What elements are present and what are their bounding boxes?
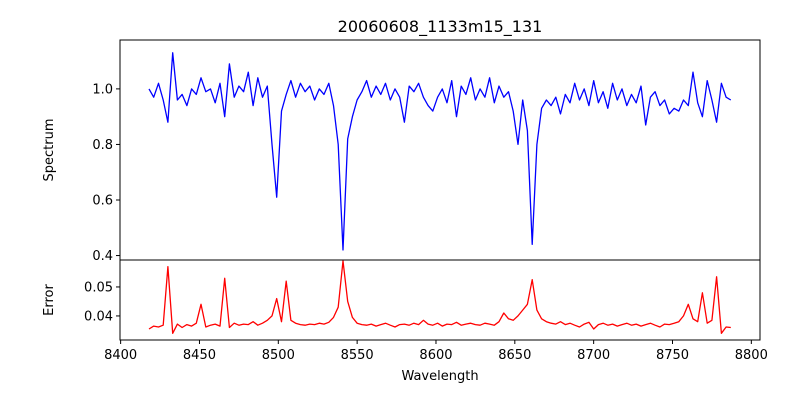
- y-tick-label: 1.0: [92, 82, 113, 97]
- axes-frame: [119, 259, 761, 341]
- spectrum-line: [148, 52, 732, 251]
- x-axis-label: Wavelength: [401, 369, 478, 384]
- bottom-y-axis-label: Error: [42, 284, 57, 316]
- y-tick-label: 0.6: [92, 194, 113, 209]
- y-tick-label: 0.05: [84, 280, 113, 295]
- chart-title: 20060608_1133m15_131: [338, 17, 543, 37]
- x-tick-label: 8800: [735, 348, 768, 363]
- axes-frame: [119, 39, 761, 261]
- error-axes: 0.04 0.05 8400 8450 8500 8550 8600 8650 8700 8750…: [84, 259, 768, 363]
- x-tick-label: 8450: [183, 348, 216, 363]
- x-tick-label: 8750: [656, 348, 689, 363]
- y-tick-label: 0.4: [92, 249, 113, 264]
- x-tick-label: 8700: [577, 348, 610, 363]
- spectrum-axes: 0.4 0.6 0.8 1.0: [92, 39, 761, 264]
- x-tick-label: 8400: [104, 348, 137, 363]
- y-tick-label: 0.04: [84, 309, 113, 324]
- x-tick-label: 8600: [419, 348, 452, 363]
- y-tick-label: 0.8: [92, 138, 113, 153]
- x-tick-label: 8650: [498, 348, 531, 363]
- x-tick-label: 8550: [341, 348, 374, 363]
- error-line: [148, 260, 731, 334]
- top-y-axis-label: Spectrum: [42, 119, 57, 182]
- x-tick-label: 8500: [262, 348, 295, 363]
